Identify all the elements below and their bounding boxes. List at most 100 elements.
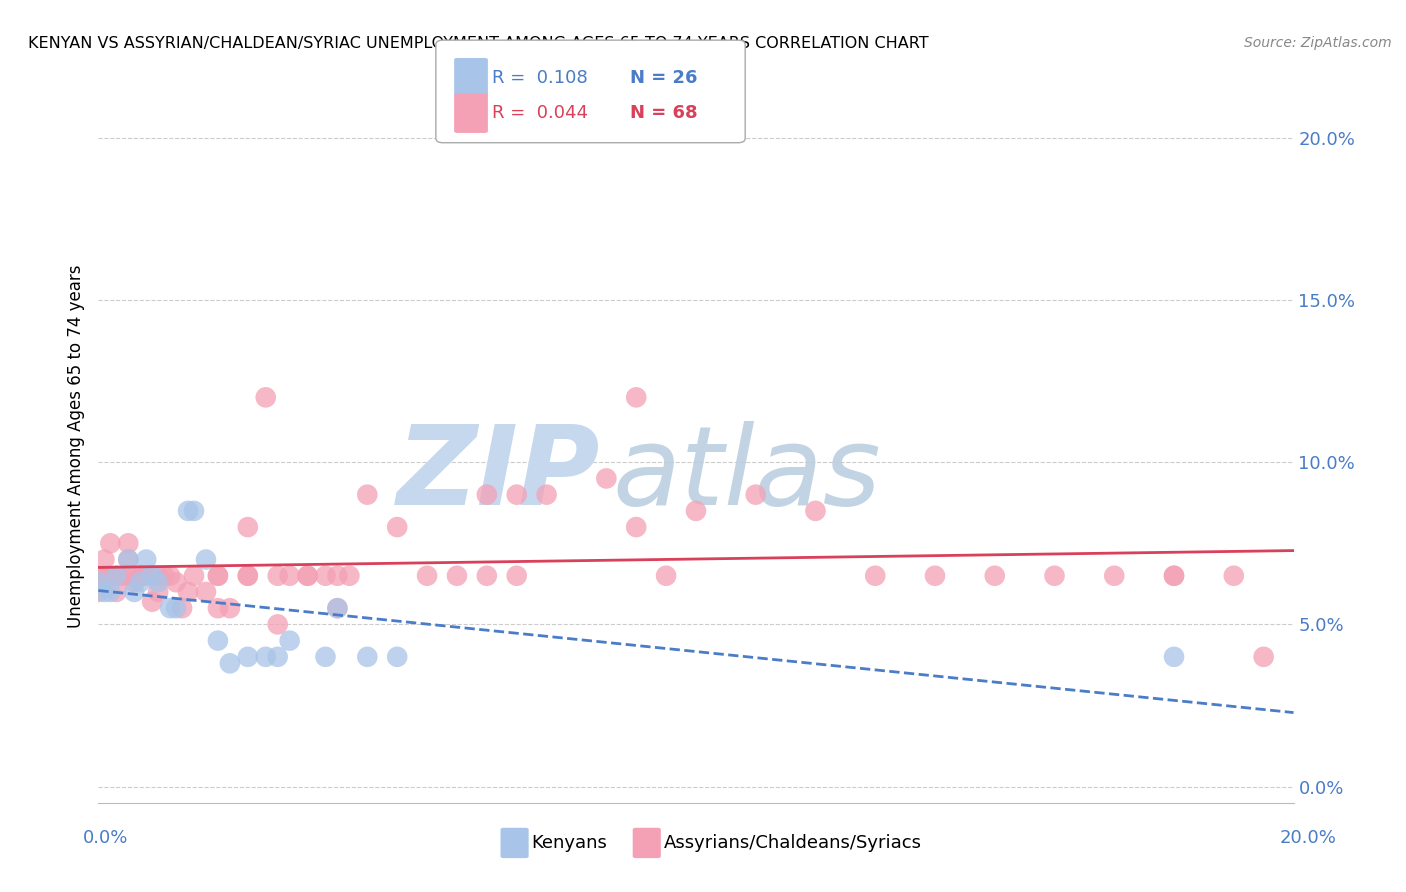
Point [385,649,409,664]
Point [446,568,468,582]
Point [219,657,242,671]
Point [267,568,290,582]
Point [1163,649,1185,664]
Text: Kenyans: Kenyans [531,834,607,852]
Point [129,568,152,582]
Point [475,488,498,502]
Point [297,568,319,582]
Point [87,585,110,599]
Text: 20.0%: 20.0% [1279,829,1336,847]
Point [148,575,170,590]
Point [297,568,319,582]
Y-axis label: Unemployment Among Ages 65 to 74 years: Unemployment Among Ages 65 to 74 years [66,264,84,628]
Point [804,504,827,518]
Point [98,568,122,582]
Point [207,568,229,582]
Point [236,520,259,534]
Point [207,601,229,615]
Point [141,595,163,609]
Point [254,390,277,404]
Point [506,568,529,582]
Point [385,520,409,534]
Text: ZIP: ZIP [396,421,600,528]
Point [326,601,349,615]
Point [87,575,110,590]
Text: N = 68: N = 68 [630,104,697,122]
Point [595,471,617,485]
Point [105,585,128,599]
Point [117,536,139,550]
Point [1043,568,1066,582]
Point [356,488,378,502]
Point [93,552,115,566]
Point [339,568,360,582]
Point [194,552,218,566]
Point [1253,649,1275,664]
Point [129,575,152,590]
Point [135,568,157,582]
Point [315,649,337,664]
Point [1163,568,1185,582]
Point [172,601,194,615]
Point [93,585,115,599]
Point [475,568,498,582]
Point [177,585,200,599]
Point [183,568,205,582]
Point [254,649,277,664]
Point [117,552,139,566]
Point [536,488,558,502]
Point [624,520,647,534]
Point [148,568,170,582]
Text: Source: ZipAtlas.com: Source: ZipAtlas.com [1244,36,1392,50]
Point [177,504,200,518]
Point [124,575,146,590]
Text: R =  0.108: R = 0.108 [492,69,588,87]
Point [93,568,115,582]
Point [267,649,290,664]
Point [236,568,259,582]
Point [87,568,110,582]
Text: N = 26: N = 26 [630,69,697,87]
Point [267,617,290,632]
Point [117,568,139,582]
Point [236,649,259,664]
Text: Assyrians/Chaldeans/Syriacs: Assyrians/Chaldeans/Syriacs [664,834,921,852]
Point [624,390,647,404]
Point [1163,568,1185,582]
Point [207,633,229,648]
Point [278,568,301,582]
Point [278,633,301,648]
Point [194,585,218,599]
Point [236,568,259,582]
Point [655,568,678,582]
Point [165,601,187,615]
Point [153,568,176,582]
Point [924,568,946,582]
Point [183,504,205,518]
Point [416,568,439,582]
Point [207,568,229,582]
Text: 0.0%: 0.0% [83,829,128,847]
Point [326,601,349,615]
Point [315,568,337,582]
Point [105,568,128,582]
Point [98,585,122,599]
Point [326,568,349,582]
Point [98,536,122,550]
Point [685,504,707,518]
Point [356,649,378,664]
Point [111,568,134,582]
Point [105,568,128,582]
Point [148,585,170,599]
Text: atlas: atlas [612,421,882,528]
Text: KENYAN VS ASSYRIAN/CHALDEAN/SYRIAC UNEMPLOYMENT AMONG AGES 65 TO 74 YEARS CORREL: KENYAN VS ASSYRIAN/CHALDEAN/SYRIAC UNEMP… [28,36,929,51]
Point [165,575,187,590]
Point [983,568,1005,582]
Point [745,488,768,502]
Point [135,552,157,566]
Point [159,601,181,615]
Point [124,585,146,599]
Point [117,552,139,566]
Point [1223,568,1246,582]
Point [219,601,242,615]
